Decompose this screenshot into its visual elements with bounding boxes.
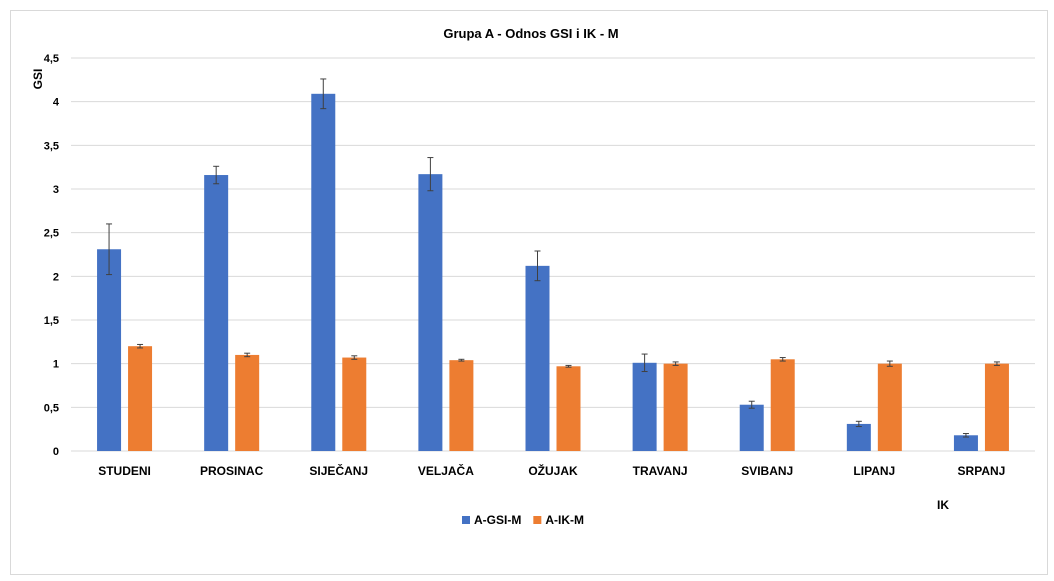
category-labels: STUDENI PROSINAC SIJEČANJ VELJAČA OŽUJAK TRAV… bbox=[98, 463, 1005, 478]
category-label: VELJAČA bbox=[418, 463, 474, 478]
category-label: SIJEČANJ bbox=[309, 463, 368, 478]
category-label: PROSINAC bbox=[200, 464, 264, 478]
y-tick-label: 4 bbox=[53, 97, 60, 109]
bar-A-GSI-M-SVIBANJ bbox=[739, 404, 764, 451]
bar-A-GSI-M-SRPANJ bbox=[953, 435, 978, 451]
bar-A-IK-M-LIPANJ bbox=[877, 363, 902, 451]
bar-A-GSI-M-TRAVANJ bbox=[632, 362, 657, 451]
y-tick-label: 1 bbox=[53, 359, 59, 371]
y-axis-title: GSI bbox=[31, 69, 45, 90]
bar-A-IK-M-STUDENI bbox=[128, 346, 153, 451]
chart-title: Grupa A - Odnos GSI i IK - M bbox=[443, 26, 618, 41]
category-label: LIPANJ bbox=[853, 464, 895, 478]
category-label: TRAVANJ bbox=[633, 464, 688, 478]
y-tick-labels: 0 0,5 1 1,5 2 2,5 3 3,5 4 4,5 bbox=[44, 53, 60, 458]
bar-A-IK-M-SIJEČANJ bbox=[342, 357, 367, 451]
bar-A-GSI-M-PROSINAC bbox=[204, 175, 229, 451]
bar-layer bbox=[97, 93, 1009, 452]
category-label: SVIBANJ bbox=[741, 464, 793, 478]
y-tick-label: 4,5 bbox=[44, 53, 59, 65]
category-label: STUDENI bbox=[98, 464, 151, 478]
bar-A-GSI-M-VELJAČA bbox=[418, 174, 443, 452]
bar-A-IK-M-VELJAČA bbox=[449, 360, 474, 451]
bar-A-IK-M-TRAVANJ bbox=[663, 363, 688, 451]
legend-label-A-GSI-M: A-GSI-M bbox=[474, 513, 521, 527]
y-tick-label: 3 bbox=[53, 184, 59, 196]
legend-label-A-IK-M: A-IK-M bbox=[545, 513, 584, 527]
bar-A-GSI-M-STUDENI bbox=[97, 249, 122, 451]
legend-swatch-A-IK-M bbox=[533, 516, 542, 524]
y-tick-label: 2 bbox=[53, 271, 59, 283]
y-tick-label: 0 bbox=[53, 446, 59, 458]
legend-swatch-A-GSI-M bbox=[462, 516, 470, 524]
error-bar-layer bbox=[106, 78, 1000, 438]
bar-A-IK-M-SRPANJ bbox=[984, 363, 1009, 451]
grid-layer bbox=[71, 57, 1035, 452]
category-label: SRPANJ bbox=[958, 464, 1006, 478]
bar-A-GSI-M-LIPANJ bbox=[846, 423, 871, 451]
y-tick-label: 2,5 bbox=[44, 228, 59, 240]
bar-A-IK-M-PROSINAC bbox=[235, 354, 260, 451]
category-label: OŽUJAK bbox=[528, 463, 578, 478]
bar-A-GSI-M-OŽUJAK bbox=[525, 265, 550, 451]
bar-A-GSI-M-SIJEČANJ bbox=[311, 93, 336, 451]
bar-A-IK-M-OŽUJAK bbox=[556, 366, 581, 451]
legend: A-GSI-M A-IK-M bbox=[462, 513, 584, 527]
bar-A-IK-M-SVIBANJ bbox=[770, 359, 795, 451]
chart-frame: Grupa A - Odnos GSI i IK - M GSI IK 0 0,5… bbox=[10, 10, 1048, 575]
chart-svg: Grupa A - Odnos GSI i IK - M GSI IK 0 0,5… bbox=[31, 26, 1035, 527]
x-axis-title: IK bbox=[937, 498, 949, 512]
y-tick-label: 0,5 bbox=[44, 402, 59, 414]
y-tick-label: 3,5 bbox=[44, 140, 59, 152]
y-tick-label: 1,5 bbox=[44, 315, 59, 327]
